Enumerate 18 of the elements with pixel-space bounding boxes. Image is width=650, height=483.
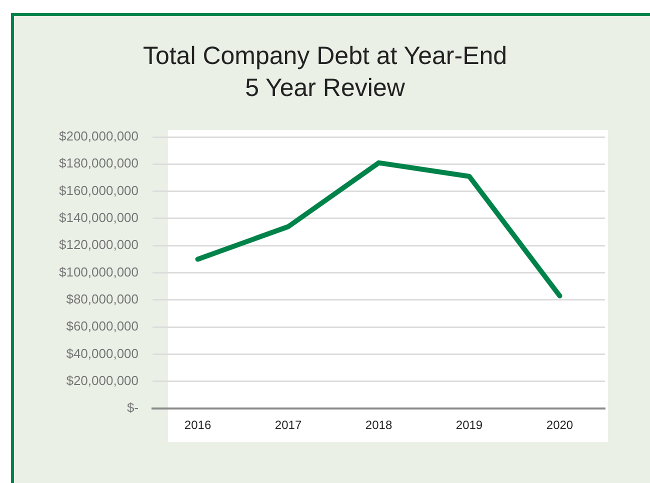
y-tick-label: $60,000,000 [66, 318, 139, 334]
x-tick-label: 2018 [365, 418, 392, 432]
y-tick-label: $180,000,000 [58, 156, 139, 171]
x-tick-label: 2017 [274, 418, 302, 432]
chart-title: Total Company Debt at Year-End [142, 41, 508, 72]
chart-subtitle: 5 Year Review [244, 73, 406, 104]
y-tick-label: $- [126, 400, 139, 416]
y-tick-label: $40,000,000 [66, 346, 139, 361]
y-tick-label: $80,000,000 [66, 292, 139, 307]
x-tick-label: 2020 [546, 418, 574, 432]
x-tick-label: 2016 [184, 418, 212, 432]
y-tick-label: $100,000,000 [58, 264, 139, 280]
y-tick-label: $120,000,000 [58, 237, 139, 252]
y-tick-label: $200,000,000 [58, 128, 139, 144]
y-tick-label: $160,000,000 [58, 182, 139, 198]
y-tick-label: $20,000,000 [66, 373, 139, 388]
y-tick-label: $140,000,000 [58, 210, 139, 226]
x-tick-label: 2019 [456, 418, 483, 432]
